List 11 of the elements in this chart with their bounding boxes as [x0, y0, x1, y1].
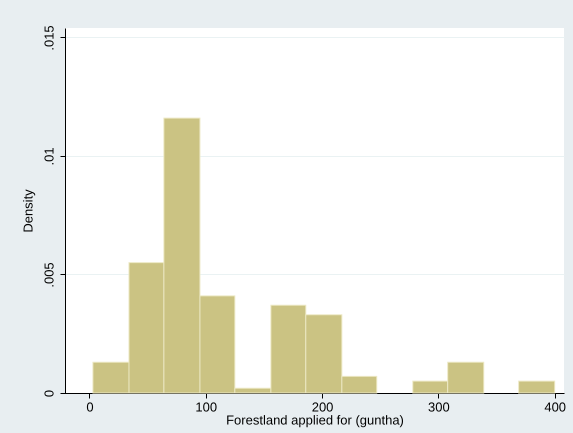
x-axis-title: Forestland applied for (guntha) [226, 412, 404, 428]
x-tick-label: 300 [428, 400, 450, 414]
y-axis-title: Density [20, 188, 36, 233]
x-tick-label: 400 [544, 400, 566, 414]
y-tick-label: .015 [42, 25, 56, 51]
x-tick-label: 0 [86, 400, 94, 414]
x-tick-label: 100 [195, 400, 218, 414]
y-tick-label: .01 [42, 147, 56, 166]
x-tick-label: 200 [312, 400, 334, 414]
y-tick-label: 0 [42, 390, 56, 398]
y-tick-label: .005 [42, 262, 56, 288]
